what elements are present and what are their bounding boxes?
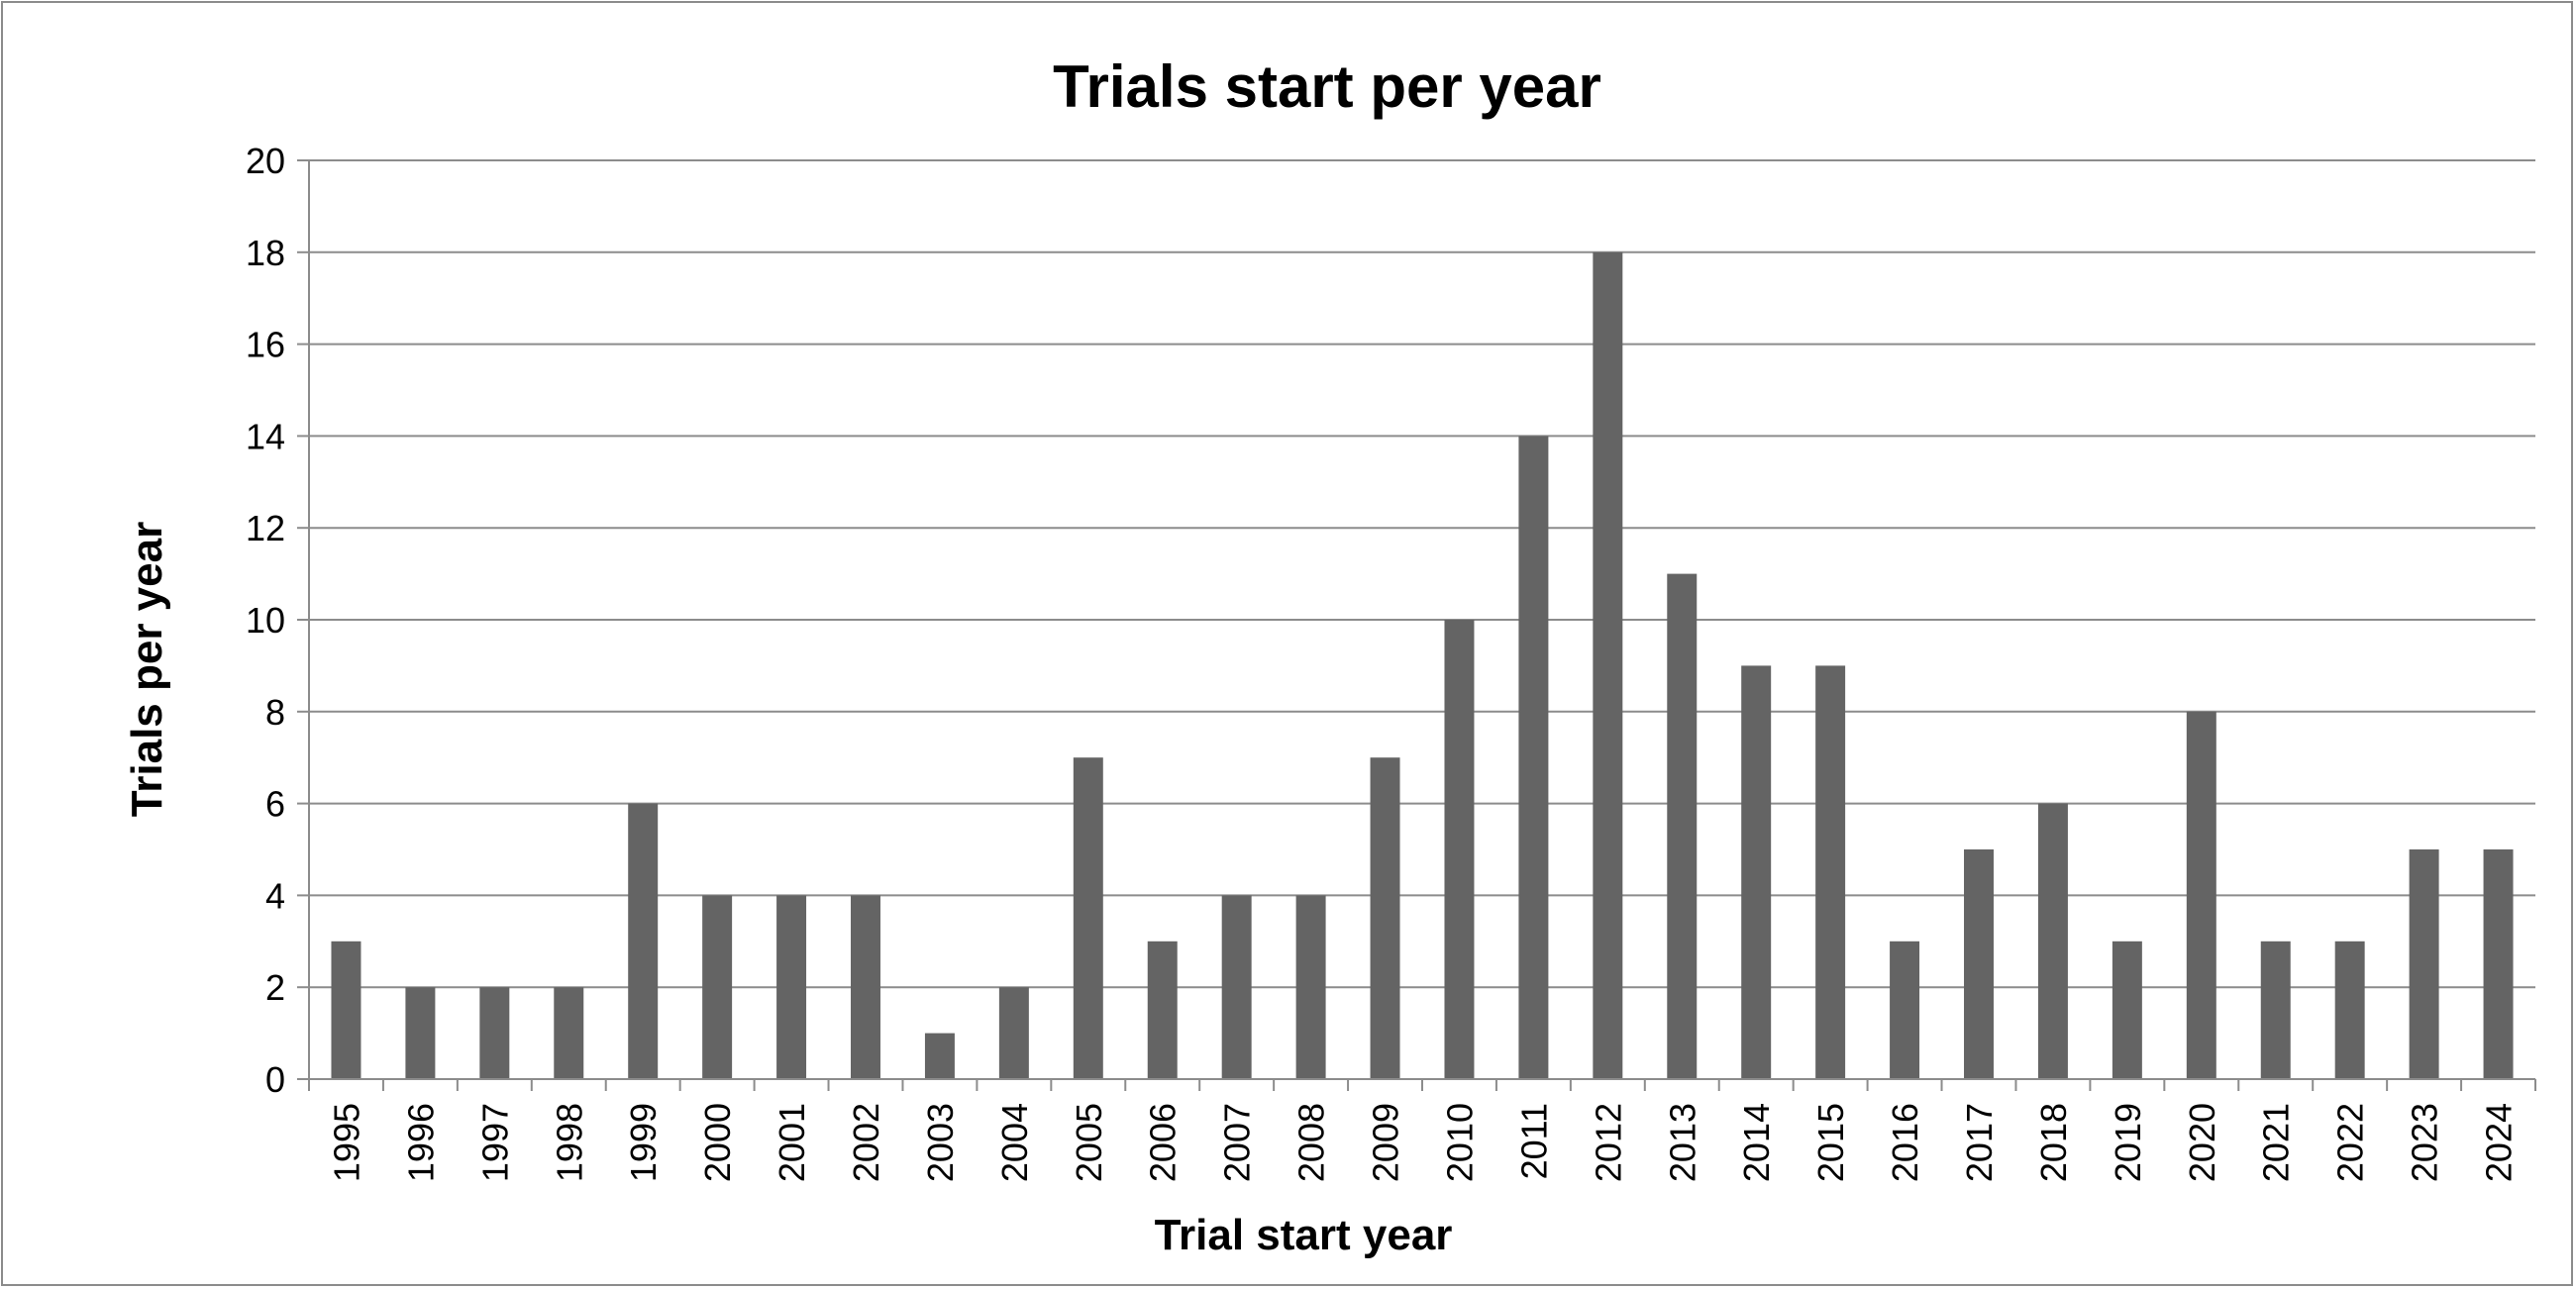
bar-2008 (1295, 895, 1326, 1079)
bar-2003 (924, 1033, 955, 1079)
y-tick-label: 10 (246, 600, 285, 641)
x-tick-label: 2003 (920, 1103, 961, 1182)
bar-2001 (776, 895, 807, 1079)
x-tick-label: 2017 (1959, 1103, 2000, 1182)
x-tick-label: 2020 (2182, 1103, 2222, 1182)
x-tick-label: 2012 (1588, 1103, 1628, 1182)
x-tick-label: 2009 (1366, 1103, 1406, 1182)
x-tick-label: 2014 (1736, 1103, 1777, 1182)
bar-2019 (2112, 941, 2142, 1079)
x-tick-label: 2005 (1069, 1103, 1109, 1182)
bar-2005 (1073, 757, 1103, 1079)
x-tick-label: 2022 (2330, 1103, 2371, 1182)
x-tick-label: 2010 (1439, 1103, 1480, 1182)
x-tick-label: 1998 (549, 1103, 589, 1182)
x-tick-label: 1995 (326, 1103, 366, 1182)
bar-2014 (1741, 665, 1772, 1079)
x-tick-label: 1996 (400, 1103, 441, 1182)
x-tick-label: 1997 (474, 1103, 515, 1182)
bar-1998 (554, 987, 584, 1079)
bar-1997 (479, 987, 510, 1079)
bar-1999 (628, 803, 659, 1079)
x-tick-label: 2019 (2108, 1103, 2148, 1182)
bar-2009 (1370, 757, 1400, 1079)
y-tick-label: 6 (265, 784, 285, 825)
bar-1995 (331, 941, 361, 1079)
x-tick-label: 2018 (2033, 1103, 2074, 1182)
bar-2006 (1147, 941, 1178, 1079)
bar-2017 (1964, 849, 1994, 1079)
bar-1996 (405, 987, 436, 1079)
bar-2015 (1815, 665, 1846, 1079)
x-tick-label: 2004 (994, 1103, 1035, 1182)
chart-title: Trials start per year (1053, 53, 1601, 120)
bar-2024 (2483, 849, 2514, 1079)
x-tick-label: 2011 (1513, 1103, 1554, 1179)
bars (331, 251, 2514, 1080)
gridlines (309, 159, 2535, 989)
bar-2018 (2037, 803, 2068, 1079)
bar-2010 (1444, 620, 1475, 1079)
axes (297, 159, 2536, 1091)
x-axis-title: Trial start year (1155, 1211, 1453, 1259)
x-tick-label: 2008 (1291, 1103, 1332, 1182)
y-axis-title: Trials per year (123, 522, 171, 817)
x-tick-label: 2021 (2256, 1103, 2297, 1182)
x-tick-label: 2023 (2405, 1103, 2445, 1182)
bar-2022 (2334, 941, 2365, 1079)
bar-2016 (1890, 941, 1920, 1079)
x-tick-label: 2001 (772, 1103, 812, 1182)
x-tick-label: 2000 (697, 1103, 738, 1182)
y-tick-label: 2 (265, 967, 285, 1008)
y-tick-label: 12 (246, 508, 285, 548)
bar-2023 (2409, 849, 2439, 1079)
x-tick-labels: 1995 1996 1997 1998 1999 2000 2001 2002 2003 2004… (326, 1103, 2519, 1182)
y-tick-labels: 0 2 4 6 8 10 12 14 16 18 20 (246, 141, 285, 1100)
y-tick-label: 0 (265, 1059, 285, 1100)
x-tick-label: 2013 (1662, 1103, 1702, 1182)
bar-2011 (1518, 436, 1549, 1079)
x-tick-label: 1999 (623, 1103, 664, 1182)
bar-2007 (1221, 895, 1252, 1079)
x-tick-label: 2002 (846, 1103, 886, 1182)
x-tick-label: 2006 (1143, 1103, 1184, 1182)
x-tick-label: 2015 (1810, 1103, 1851, 1182)
y-tick-label: 18 (246, 233, 285, 273)
y-tick-label: 14 (246, 416, 285, 456)
y-tick-label: 8 (265, 692, 285, 733)
x-tick-label: 2024 (2479, 1103, 2520, 1182)
x-tick-label: 2016 (1885, 1103, 1925, 1182)
bar-2002 (851, 895, 880, 1079)
bar-2021 (2260, 941, 2291, 1079)
bar-2013 (1667, 573, 1698, 1079)
y-tick-label: 20 (246, 141, 285, 181)
bar-2020 (2186, 711, 2216, 1079)
y-tick-label: 4 (265, 875, 285, 916)
x-tick-label: 2007 (1217, 1103, 1258, 1182)
y-tick-label: 16 (246, 325, 285, 365)
bar-2000 (702, 895, 733, 1079)
bar-2004 (998, 987, 1029, 1079)
bar-2012 (1593, 251, 1623, 1080)
